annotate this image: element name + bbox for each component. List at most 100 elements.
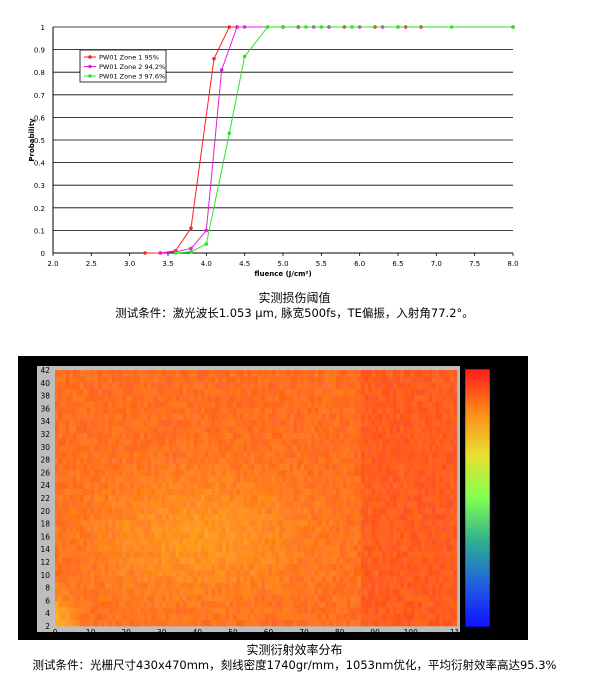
heatmap-cell xyxy=(321,569,326,577)
heatmap-cell xyxy=(111,401,116,408)
heatmap-cell xyxy=(115,613,120,621)
heatmap-cell xyxy=(311,526,315,533)
heatmap-cell xyxy=(304,501,308,508)
heatmap-cell xyxy=(129,488,134,496)
heatmap-cell xyxy=(175,563,180,571)
heatmap-cell xyxy=(179,426,184,433)
heatmap-cell xyxy=(151,482,155,489)
heatmap-cell xyxy=(136,538,141,546)
heatmap-cell xyxy=(453,507,458,514)
heatmap-cell xyxy=(211,463,216,471)
heatmap-cell xyxy=(279,513,283,521)
heatmap-cell xyxy=(247,619,251,627)
data-point xyxy=(189,250,193,254)
heatmap-cell xyxy=(439,582,444,589)
heatmap-cell xyxy=(97,582,102,589)
heatmap-cell xyxy=(104,538,109,546)
heatmap-cell xyxy=(197,613,202,621)
heatmap-cell xyxy=(410,588,415,596)
heatmap-cell xyxy=(161,382,166,390)
heatmap-cell xyxy=(257,594,262,602)
heatmap-cell xyxy=(55,494,59,502)
heatmap-cell xyxy=(232,376,237,383)
heatmap-cell xyxy=(332,538,337,546)
heatmap-cell xyxy=(318,507,323,514)
heatmap-cell xyxy=(268,494,273,502)
heatmap-cell xyxy=(232,582,237,589)
heatmap-cell xyxy=(115,582,120,589)
heatmap-cell xyxy=(222,569,227,577)
heatmap-cell xyxy=(396,613,401,621)
heatmap-cell xyxy=(247,538,251,546)
heatmap-cell xyxy=(79,576,84,583)
heatmap-cell xyxy=(293,382,298,390)
heatmap-cell xyxy=(183,613,187,621)
heatmap-cell xyxy=(65,563,70,571)
heatmap-cell xyxy=(371,482,376,489)
heatmap-cell xyxy=(79,519,84,527)
heatmap-cell xyxy=(193,544,198,552)
heatmap-cell xyxy=(435,476,440,483)
heatmap-cell xyxy=(300,370,305,377)
heatmap-cell xyxy=(193,513,198,521)
heatmap-cell xyxy=(58,413,63,421)
heatmap-cell xyxy=(261,463,266,471)
heatmap-cell xyxy=(343,482,348,489)
heatmap-cell xyxy=(375,544,380,552)
heatmap-cell xyxy=(158,444,163,452)
heatmap-cell xyxy=(375,513,380,521)
heatmap-cell xyxy=(183,607,187,614)
heatmap-cell xyxy=(282,563,287,571)
heatmap-cell xyxy=(350,382,355,390)
heatmap-cell xyxy=(72,526,77,533)
heatmap-cell xyxy=(307,576,312,583)
heatmap-cell xyxy=(126,394,131,402)
heatmap-cell xyxy=(311,376,315,383)
heatmap-cell xyxy=(247,401,251,408)
heatmap-cell xyxy=(193,588,198,596)
heatmap-cell xyxy=(435,413,440,421)
heatmap-cell xyxy=(364,594,369,602)
heatmap-cell xyxy=(293,482,298,489)
heatmap-cell xyxy=(332,494,337,502)
heatmap-cell xyxy=(282,601,287,608)
heatmap-cell xyxy=(353,582,358,589)
heatmap-cell xyxy=(62,394,66,402)
heatmap-cell xyxy=(378,607,383,614)
heatmap-cell xyxy=(264,588,269,596)
heatmap-cell xyxy=(400,613,404,621)
heatmap-cell xyxy=(428,426,433,433)
heatmap-cell xyxy=(207,513,212,521)
heatmap-cell xyxy=(207,382,212,390)
heatmap-cell xyxy=(222,482,227,489)
heatmap-cell xyxy=(311,601,315,608)
heatmap-cell xyxy=(193,438,198,446)
heatmap-cell xyxy=(154,544,159,552)
heatmap-cell xyxy=(58,551,63,558)
heatmap-cell xyxy=(350,407,355,414)
heatmap-cell xyxy=(453,513,458,521)
heatmap-cell xyxy=(143,432,148,439)
heatmap-cell xyxy=(396,538,401,546)
heatmap-cell xyxy=(449,594,454,602)
heatmap-cell xyxy=(314,469,319,477)
heatmap-cell xyxy=(421,544,426,552)
heatmap-cell xyxy=(133,401,138,408)
heatmap-cell xyxy=(186,469,191,477)
heatmap-cell xyxy=(58,607,63,614)
heatmap-cell xyxy=(222,563,227,571)
heatmap-cell xyxy=(165,557,170,564)
heatmap-cell xyxy=(200,394,205,402)
heatmap-cell xyxy=(161,544,166,552)
heatmap-cell xyxy=(446,607,451,614)
heatmap-cell xyxy=(360,513,365,521)
heatmap-cell xyxy=(414,526,419,533)
heatmap-cell xyxy=(311,394,315,402)
heatmap-cell xyxy=(197,444,202,452)
heatmap-cell xyxy=(254,576,259,583)
heatmap-cell xyxy=(140,457,145,464)
heatmap-cell xyxy=(101,563,106,571)
heatmap-cell xyxy=(279,538,283,546)
heatmap-cell xyxy=(350,413,355,421)
heatmap-cell xyxy=(58,519,63,527)
